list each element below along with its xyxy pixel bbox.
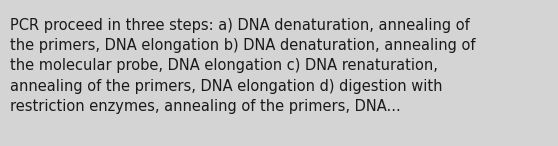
Text: PCR proceed in three steps: a) DNA denaturation, annealing of
the primers, DNA e: PCR proceed in three steps: a) DNA denat… [10, 18, 475, 114]
